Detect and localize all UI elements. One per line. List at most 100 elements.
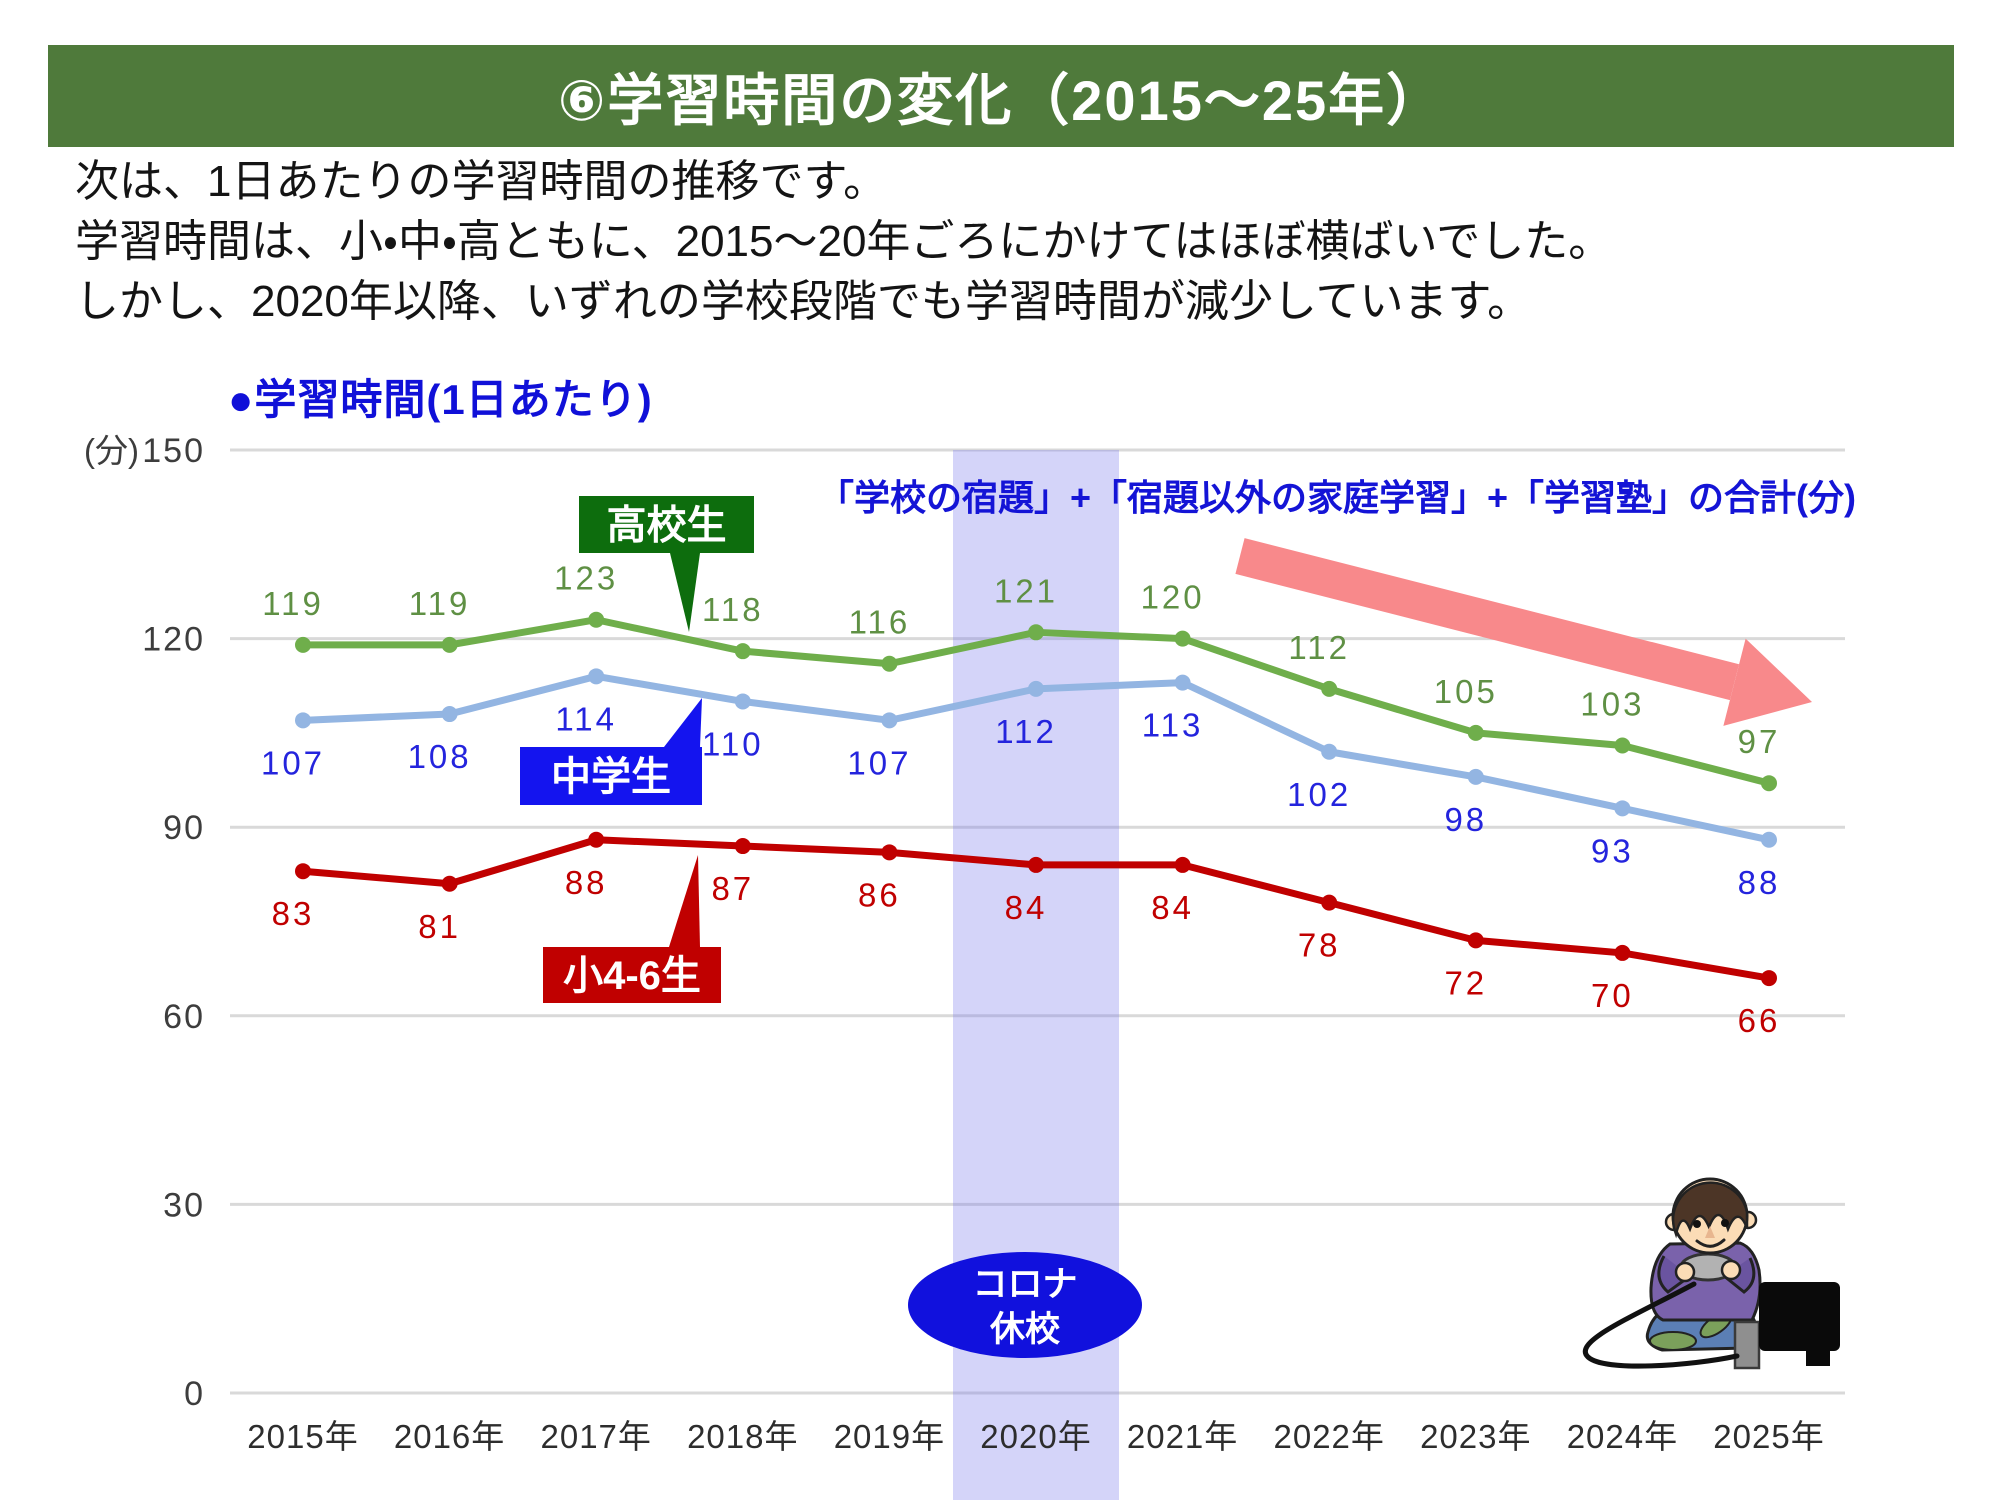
data-point-juniorhigh-2019 [881,712,898,729]
data-label-elementary-2024: 70 [1591,977,1634,1014]
y-tick-label-30: 30 [163,1186,205,1224]
data-label-elementary-2020: 84 [1005,889,1048,926]
data-point-highschool-2016 [441,636,458,653]
data-point-highschool-2020 [1028,624,1044,641]
data-label-highschool-2018: 118 [702,591,764,628]
data-point-elementary-2016 [441,875,458,892]
nose [1705,1226,1715,1238]
covid-ellipse [908,1252,1142,1358]
data-label-juniorhigh-2016: 108 [408,738,472,775]
data-label-juniorhigh-2021: 113 [1142,707,1204,744]
data-point-juniorhigh-2018 [734,693,751,710]
data-point-highschool-2018 [734,643,751,660]
y-tick-label-60: 60 [163,998,205,1036]
data-label-highschool-2015: 119 [262,585,324,622]
series-elementary: 83 81 88 87 86 84 84 78 72 70 66 [272,831,1781,1039]
data-point-juniorhigh-2024 [1614,800,1631,817]
callout-label-juniorhigh: 中学生 [551,755,671,799]
data-label-elementary-2025: 66 [1738,1002,1781,1039]
data-label-juniorhigh-2020: 112 [995,713,1057,750]
data-label-juniorhigh-2024: 93 [1591,832,1634,869]
slide-title: ⑥学習時間の変化（2015～25年） [557,68,1445,132]
data-point-elementary-2021 [1174,856,1191,873]
data-label-highschool-2021: 120 [1141,579,1205,616]
data-point-juniorhigh-2020 [1028,680,1044,697]
callout-box-elementary [543,947,721,1003]
data-point-elementary-2025 [1761,970,1777,987]
callout-box-juniorhigh [520,747,702,805]
data-point-juniorhigh-2022 [1321,743,1338,760]
data-point-highschool-2025 [1761,775,1777,792]
data-point-elementary-2015 [295,863,311,880]
slipper-icon [1649,1331,1697,1351]
data-point-elementary-2018 [734,838,751,855]
callout-label-highschool: 高校生 [607,504,727,548]
callout-label-elementary: 小4-6生 [563,954,701,998]
data-label-juniorhigh-2023: 98 [1444,801,1487,838]
trend-arrow-shaft [1235,538,1740,701]
data-label-highschool-2025: 97 [1738,723,1781,760]
x-tick-label-2015: 2015年 [247,1418,358,1455]
data-label-juniorhigh-2017: 114 [555,700,617,737]
child-playing-video-game-illustration [1583,1177,1840,1370]
downward-trend-arrow-icon [1235,538,1812,726]
legend-callout-juniorhigh: 中学生 [520,698,702,805]
right-eye [1721,1219,1729,1227]
covid-label-line-2: 休校 [989,1310,1060,1349]
intro-text: 次は、1日あたりの学習時間の推移です。 学習時間は、小・中・高ともに、2015～… [75,152,1612,332]
data-label-elementary-2022: 78 [1298,927,1341,964]
left-sleeve [1657,1255,1691,1294]
data-point-highschool-2022 [1321,680,1338,697]
data-point-elementary-2023 [1467,932,1484,949]
y-tick-label-90: 90 [163,809,205,847]
right-hand [1720,1259,1742,1281]
left-eye [1693,1220,1701,1228]
data-label-elementary-2018: 87 [711,870,754,907]
callout-box-highschool [579,496,754,553]
data-label-juniorhigh-2018: 110 [702,725,764,762]
x-tick-label-2019: 2019年 [834,1418,945,1455]
game-console-icon [1733,1320,1761,1370]
y-tick-label-120: 120 [142,621,205,659]
intro-line-3: しかし、2020年以降、いずれの学校段階でも学習時間が減少しています。 [75,277,1532,326]
intro-line-2: 学習時間は、小・中・高ともに、2015～20年ごろにかけてはほぼ横ばいでした。 [75,217,1613,266]
x-tick-label-2017: 2017年 [540,1418,651,1455]
data-label-elementary-2015: 83 [272,895,315,932]
data-point-elementary-2022 [1321,894,1338,911]
data-label-highschool-2022: 112 [1288,629,1350,666]
legend-callout-elementary: 小4-6生 [543,855,721,1003]
data-label-elementary-2017: 88 [565,864,608,901]
data-label-juniorhigh-2025: 88 [1738,864,1781,901]
data-label-highschool-2020: 121 [994,572,1058,609]
data-label-highschool-2023: 105 [1434,673,1498,710]
sum-definition-note: 「学校の宿題」+「宿題以外の家庭学習」+「学習塾」の合計(分) [818,477,1856,518]
data-point-elementary-2024 [1614,944,1631,961]
series-juniorhigh: 107 108 114 110 107 112 113 102 98 93 88 [261,668,1781,901]
data-point-juniorhigh-2015 [295,712,311,729]
data-label-elementary-2016: 81 [418,908,461,945]
left-hand [1674,1261,1696,1283]
y-axis-unit-label: (分) [84,432,139,469]
data-point-elementary-2019 [881,844,898,861]
trend-arrow-head [1723,638,1812,726]
chart-title: ●学習時間(1日あたり) [228,376,653,423]
data-point-juniorhigh-2025 [1761,831,1777,848]
intro-line-1: 次は、1日あたりの学習時間の推移です。 [75,157,888,206]
x-tick-label-2021: 2021年 [1127,1418,1238,1455]
data-point-highschool-2021 [1174,630,1191,647]
x-tick-label-2020: 2020年 [980,1418,1091,1455]
data-label-juniorhigh-2015: 107 [261,744,325,781]
x-tick-label-2024: 2024年 [1567,1418,1678,1455]
data-point-elementary-2020 [1028,856,1044,873]
x-tick-label-2022: 2022年 [1273,1418,1384,1455]
data-point-juniorhigh-2023 [1467,768,1484,785]
data-label-highschool-2016: 119 [409,585,471,622]
data-point-juniorhigh-2016 [441,706,458,723]
x-tick-label-2016: 2016年 [394,1418,505,1455]
series-highschool: 119 119 123 118 116 121 120 112 105 103 97 [262,560,1781,792]
x-tick-label-2025: 2025年 [1713,1418,1824,1455]
callout-pointer-juniorhigh [664,698,702,747]
mouth [1695,1238,1726,1248]
